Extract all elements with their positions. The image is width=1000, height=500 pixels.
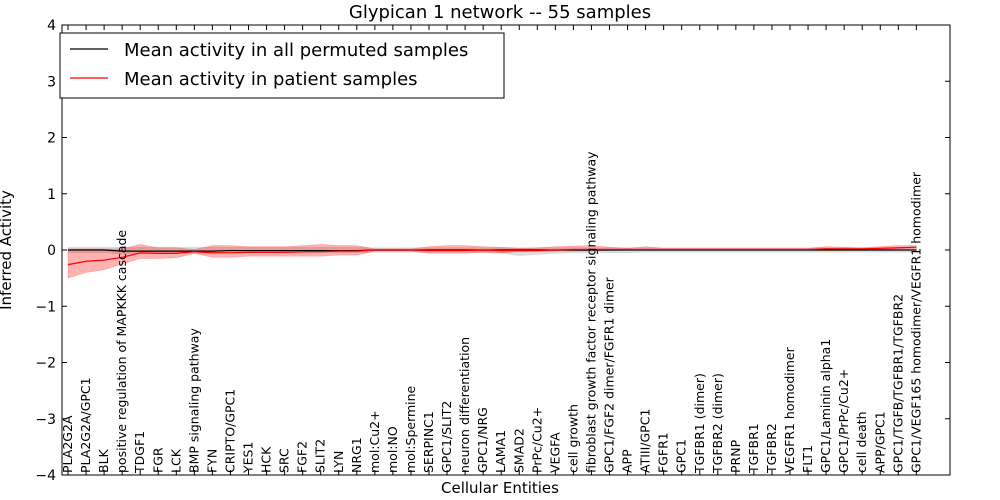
y-tick-label: −4	[35, 468, 56, 484]
chart-title: Glypican 1 network -- 55 samples	[349, 2, 651, 23]
x-category-label: GPC1/Laminin alpha1	[818, 339, 833, 473]
x-category-label: GPC1/NRG	[475, 407, 490, 473]
legend-label-permuted: Mean activity in all permuted samples	[124, 40, 468, 61]
x-category-label: VEGFA	[547, 432, 562, 473]
x-category-label: GPC1/VEGF165 homodimer/VEGFR1 homodimer	[908, 171, 923, 473]
x-category-label: SERPINC1	[421, 411, 436, 473]
x-category-label: NRG1	[349, 437, 364, 473]
x-category-label: FGFR1	[656, 432, 671, 473]
x-category-label: YES1	[241, 442, 256, 474]
x-category-label: mol:Cu2+	[367, 410, 382, 473]
legend: Mean activity in all permuted samples Me…	[59, 32, 505, 99]
x-category-label: APP/GPC1	[872, 411, 887, 473]
x-category-label: SMAD2	[511, 428, 526, 473]
x-category-label: cell growth	[565, 404, 580, 473]
x-category-label: TDGF1	[132, 431, 147, 474]
x-category-label: positive regulation of MAPKKK cascade	[114, 230, 129, 473]
x-category-label: LCK	[168, 448, 183, 473]
line-patient-mean	[67, 246, 917, 266]
y-tick-label: 2	[47, 131, 56, 147]
x-category-label: BLK	[96, 448, 111, 473]
x-category-label: TGFBR1 (dimer)	[692, 373, 707, 474]
x-category-label: FLT1	[800, 445, 815, 473]
x-category-label: PLA2G2A/GPC1	[78, 377, 93, 473]
x-category-label: LAMA1	[493, 430, 508, 473]
x-category-label: neuron differentiation	[457, 337, 472, 473]
x-category-label: HCK	[259, 446, 274, 473]
y-tick-label: −3	[35, 412, 56, 428]
x-category-label: PRNP	[728, 439, 743, 473]
y-tick-label: 0	[47, 243, 56, 259]
x-category-label: LYN	[331, 451, 346, 473]
y-tick-label: 4	[47, 18, 56, 34]
x-category-label: FGF2	[295, 441, 310, 473]
legend-box	[59, 32, 505, 99]
x-category-label: mol:Spermine	[403, 385, 418, 473]
x-category-label: PrPc/Cu2+	[529, 407, 544, 473]
x-axis-title: Cellular Entities	[441, 479, 559, 497]
x-category-label: TGFBR2	[764, 423, 779, 474]
x-category-label: FGR	[150, 447, 165, 473]
x-category-label: ATIII/GPC1	[638, 409, 653, 473]
x-category-label: SRC	[277, 448, 292, 473]
x-category-label: SLIT2	[313, 439, 328, 473]
y-tick-label: −1	[35, 299, 56, 315]
x-category-label: APP	[620, 449, 635, 473]
y-tick-label: 1	[47, 187, 56, 203]
x-category-label: VEGFR1 homodimer	[782, 346, 797, 473]
x-category-label: GPC1	[674, 439, 689, 473]
x-category-label: GPC1/FGF2 dimer/FGFR1 dimer	[602, 276, 617, 473]
x-category-label: GPC1/SLIT2	[439, 401, 454, 473]
y-axis-title: Inferred Activity	[0, 190, 15, 310]
x-category-label: CRIPTO/GPC1	[222, 389, 237, 473]
x-category-label: TGFBR2 (dimer)	[710, 373, 725, 474]
y-tick-label: 3	[47, 74, 56, 90]
x-category-label: TGFBR1	[746, 423, 761, 474]
legend-label-patient: Mean activity in patient samples	[124, 69, 418, 90]
x-category-label: GPC1/PrPc/Cu2+	[836, 369, 851, 473]
x-category-label: mol:NO	[385, 426, 400, 473]
series-lines	[67, 246, 917, 266]
x-category-label: fibroblast growth factor receptor signal…	[583, 151, 598, 473]
y-tick-label: −2	[35, 356, 56, 372]
x-category-label: GPC1/TGFB/TGFBR1/TGFBR2	[890, 294, 905, 473]
x-category-label: cell death	[854, 411, 869, 473]
x-axis: PLA2G2A PLA2G2A/GPC1 BLK positive regulatio…	[60, 25, 923, 475]
x-category-label: PLA2G2A	[60, 415, 75, 473]
x-category-label: BMP signaling pathway	[186, 328, 201, 473]
y-axis: 4 3 2 1 0 −1 −2 −3 −4	[35, 18, 950, 484]
x-category-label: FYN	[204, 449, 219, 473]
